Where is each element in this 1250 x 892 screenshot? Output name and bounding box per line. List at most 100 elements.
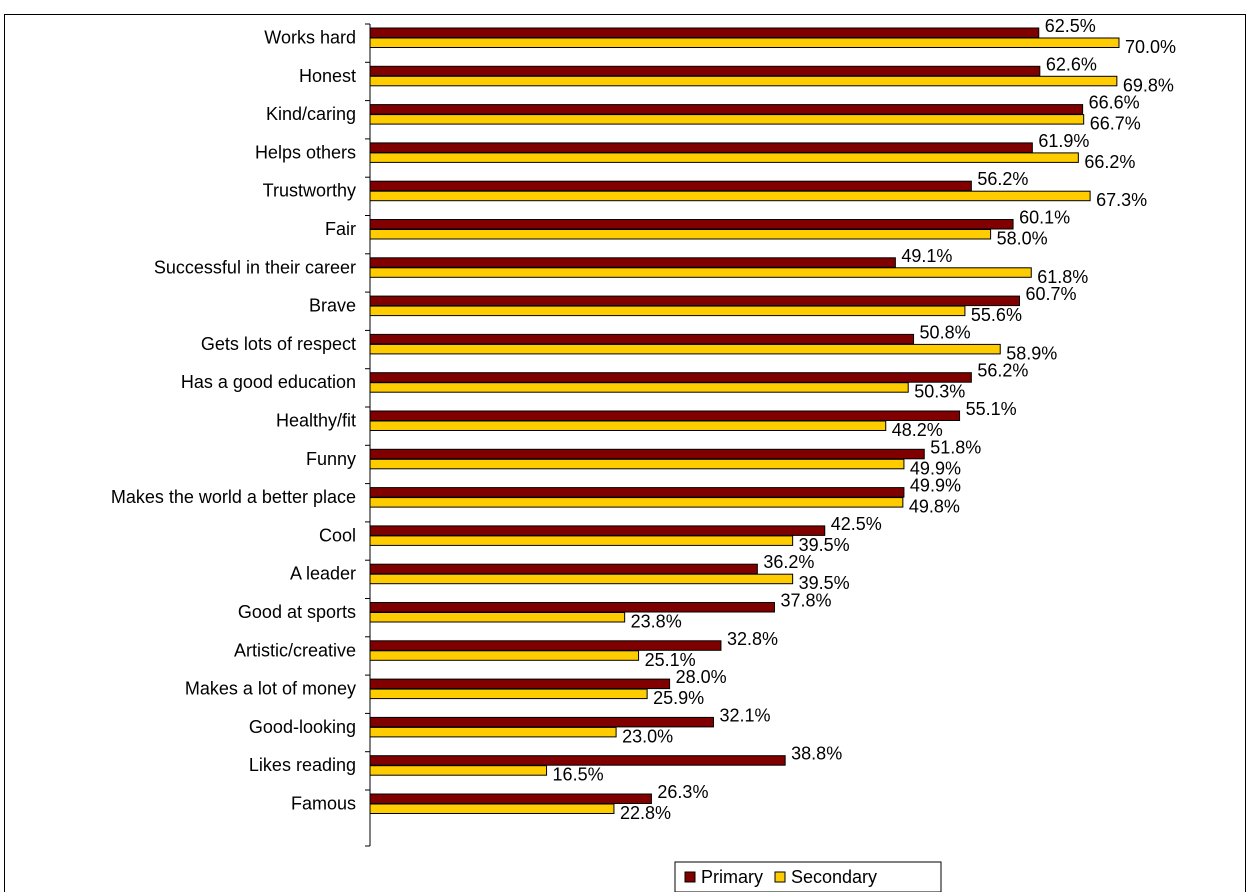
data-label-secondary: 48.2% — [892, 420, 943, 440]
category-label: Healthy/fit — [276, 411, 356, 431]
category-label: Kind/caring — [266, 104, 356, 124]
bar-secondary — [369, 420, 887, 431]
data-label-primary: 60.7% — [1025, 284, 1076, 304]
category-label: Works hard — [264, 28, 356, 48]
bar-primary — [369, 257, 896, 268]
bar-secondary — [369, 305, 966, 317]
category-label: Artistic/creative — [234, 640, 356, 660]
category-label: Makes the world a better place — [111, 487, 356, 507]
data-label-secondary: 49.8% — [909, 497, 960, 517]
data-label-secondary: 50.3% — [914, 382, 965, 402]
data-label-secondary: 49.9% — [910, 458, 961, 478]
category-label: A leader — [290, 564, 356, 584]
category-label: Funny — [306, 449, 356, 469]
data-label-secondary: 61.8% — [1037, 267, 1088, 287]
chart-frame — [4, 14, 1246, 892]
data-label-secondary: 69.8% — [1123, 75, 1174, 95]
bar-primary — [369, 219, 1014, 230]
bar-secondary — [369, 152, 1079, 163]
category-label: Brave — [309, 296, 356, 316]
category-label: Good at sports — [238, 602, 356, 622]
data-label-secondary: 39.5% — [799, 573, 850, 593]
bar-secondary — [369, 190, 1091, 202]
category-label: Cool — [319, 525, 356, 545]
bar-secondary — [369, 803, 615, 814]
data-label-secondary: 66.2% — [1084, 152, 1135, 172]
bar-primary — [369, 333, 915, 345]
data-label-secondary: 58.9% — [1006, 343, 1057, 363]
data-label-primary: 49.1% — [901, 246, 952, 266]
data-label-primary: 56.2% — [977, 169, 1028, 189]
bar-primary — [369, 793, 652, 804]
data-label-primary: 28.0% — [676, 667, 727, 687]
category-label: Gets lots of respect — [201, 334, 356, 354]
data-label-primary: 55.1% — [966, 399, 1017, 419]
data-label-primary: 36.2% — [763, 552, 814, 572]
data-label-primary: 38.8% — [791, 744, 842, 764]
bar-primary — [369, 602, 775, 613]
data-label-secondary: 25.9% — [653, 688, 704, 708]
data-label-primary: 51.8% — [930, 437, 981, 457]
bar-secondary — [369, 37, 1120, 48]
data-label-primary: 62.6% — [1046, 54, 1097, 74]
data-label-primary: 60.1% — [1019, 208, 1070, 228]
category-label: Good-looking — [249, 717, 356, 737]
bar-primary — [369, 65, 1041, 77]
category-label: Successful in their career — [154, 257, 356, 277]
bar-primary — [369, 487, 905, 498]
data-label-secondary: 39.5% — [799, 535, 850, 555]
data-label-primary: 32.8% — [727, 629, 778, 649]
bar-secondary — [369, 726, 617, 738]
data-label-secondary: 16.5% — [553, 765, 604, 785]
bar-primary — [369, 372, 972, 383]
legend-label-secondary: Secondary — [791, 867, 877, 887]
bar-secondary — [369, 343, 1001, 355]
bar-primary — [369, 525, 826, 536]
legend-swatch-secondary — [774, 871, 786, 883]
data-label-secondary: 66.7% — [1090, 114, 1141, 134]
data-label-primary: 66.6% — [1089, 93, 1140, 113]
data-label-secondary: 70.0% — [1125, 37, 1176, 57]
bar-secondary — [369, 75, 1118, 87]
legend-swatch-primary — [684, 871, 696, 883]
data-label-primary: 37.8% — [780, 591, 831, 611]
data-label-primary: 49.9% — [910, 476, 961, 496]
data-label-primary: 56.2% — [977, 361, 1028, 381]
data-label-primary: 62.5% — [1045, 16, 1096, 36]
data-label-secondary: 23.8% — [631, 612, 682, 632]
category-label: Honest — [299, 66, 356, 86]
data-label-primary: 42.5% — [831, 514, 882, 534]
bar-primary — [369, 104, 1084, 115]
bar-primary — [369, 142, 1033, 153]
bar-primary — [369, 410, 961, 421]
bar-secondary — [369, 573, 794, 585]
data-label-primary: 26.3% — [657, 782, 708, 802]
category-label: Fair — [325, 219, 356, 239]
bar-primary — [369, 448, 925, 460]
legend-box — [674, 861, 942, 892]
data-label-primary: 32.1% — [719, 705, 770, 725]
data-label-secondary: 58.0% — [997, 229, 1048, 249]
bar-secondary — [369, 612, 626, 623]
bar-secondary — [369, 535, 794, 546]
data-label-secondary: 23.0% — [622, 726, 673, 746]
bar-secondary — [369, 382, 909, 393]
bar-primary — [369, 27, 1040, 38]
legend-label-primary: Primary — [701, 867, 763, 887]
bar-primary — [369, 563, 758, 575]
data-label-secondary: 55.6% — [971, 305, 1022, 325]
bar-primary — [369, 295, 1020, 307]
category-label: Makes a lot of money — [185, 679, 356, 699]
category-label: Famous — [291, 794, 356, 814]
bar-secondary — [369, 458, 905, 470]
category-label: Helps others — [255, 142, 356, 162]
bar-primary — [369, 678, 671, 690]
bar-primary — [369, 180, 972, 192]
bar-secondary — [369, 229, 992, 240]
data-label-secondary: 22.8% — [620, 803, 671, 823]
data-label-primary: 50.8% — [920, 322, 971, 342]
bar-primary — [369, 755, 786, 766]
bar-secondary — [369, 765, 548, 776]
bar-secondary — [369, 114, 1085, 125]
data-label-secondary: 25.1% — [645, 650, 696, 670]
